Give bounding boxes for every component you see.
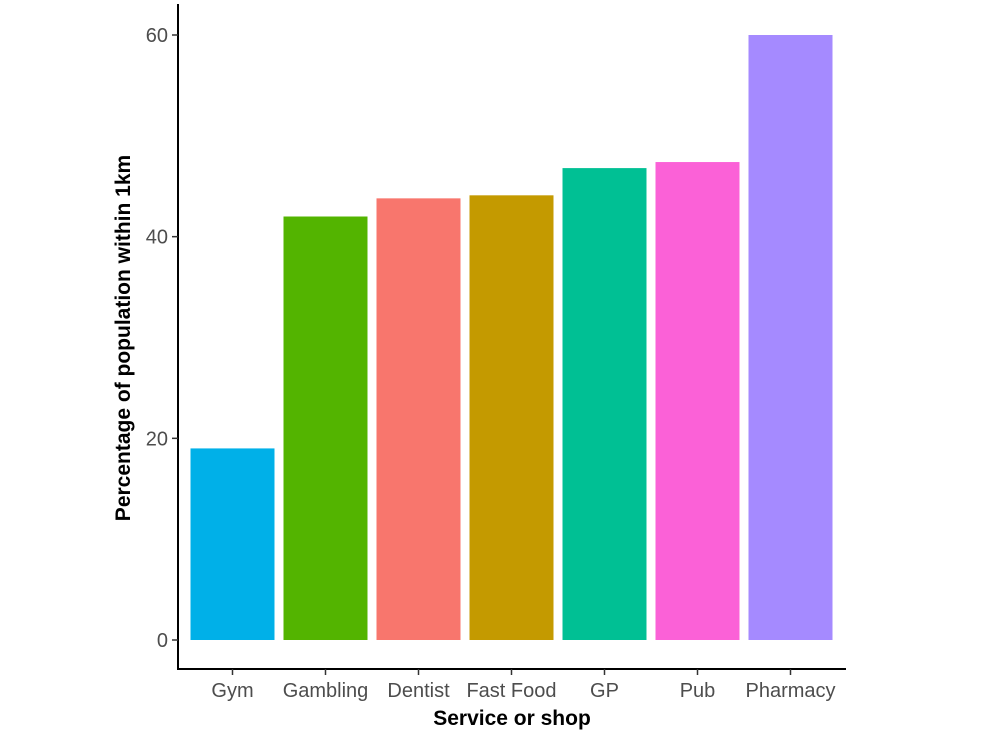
x-tick-label: GP [590, 680, 619, 702]
y-tick-label: 20 [146, 428, 168, 450]
y-axis-ticks: 0 20 40 60 [146, 25, 178, 652]
x-tick-label: Pub [680, 680, 716, 702]
x-tick-label: Dentist [387, 680, 450, 702]
x-axis-title: Service or shop [433, 707, 591, 730]
bar-gym [190, 448, 275, 640]
bar-pub [655, 162, 740, 641]
y-tick-label: 60 [146, 25, 168, 47]
bar-pharmacy [748, 35, 833, 640]
y-axis-title: Percentage of population within 1km [112, 155, 135, 521]
y-tick-label: 40 [146, 227, 168, 249]
x-tick-label: Gym [211, 680, 253, 702]
x-axis-ticks: Gym Gambling Dentist Fast Food GP Pub Pharmacy [211, 669, 836, 702]
bar-gambling [283, 216, 368, 640]
bars-group [190, 35, 833, 641]
x-tick-label: Gambling [283, 680, 369, 702]
y-tick-label: 0 [157, 630, 168, 652]
x-tick-label: Pharmacy [745, 680, 835, 702]
bar-dentist [376, 198, 461, 640]
bar-fast-food [469, 195, 554, 640]
bar-gp [562, 168, 647, 640]
x-tick-label: Fast Food [466, 680, 556, 702]
